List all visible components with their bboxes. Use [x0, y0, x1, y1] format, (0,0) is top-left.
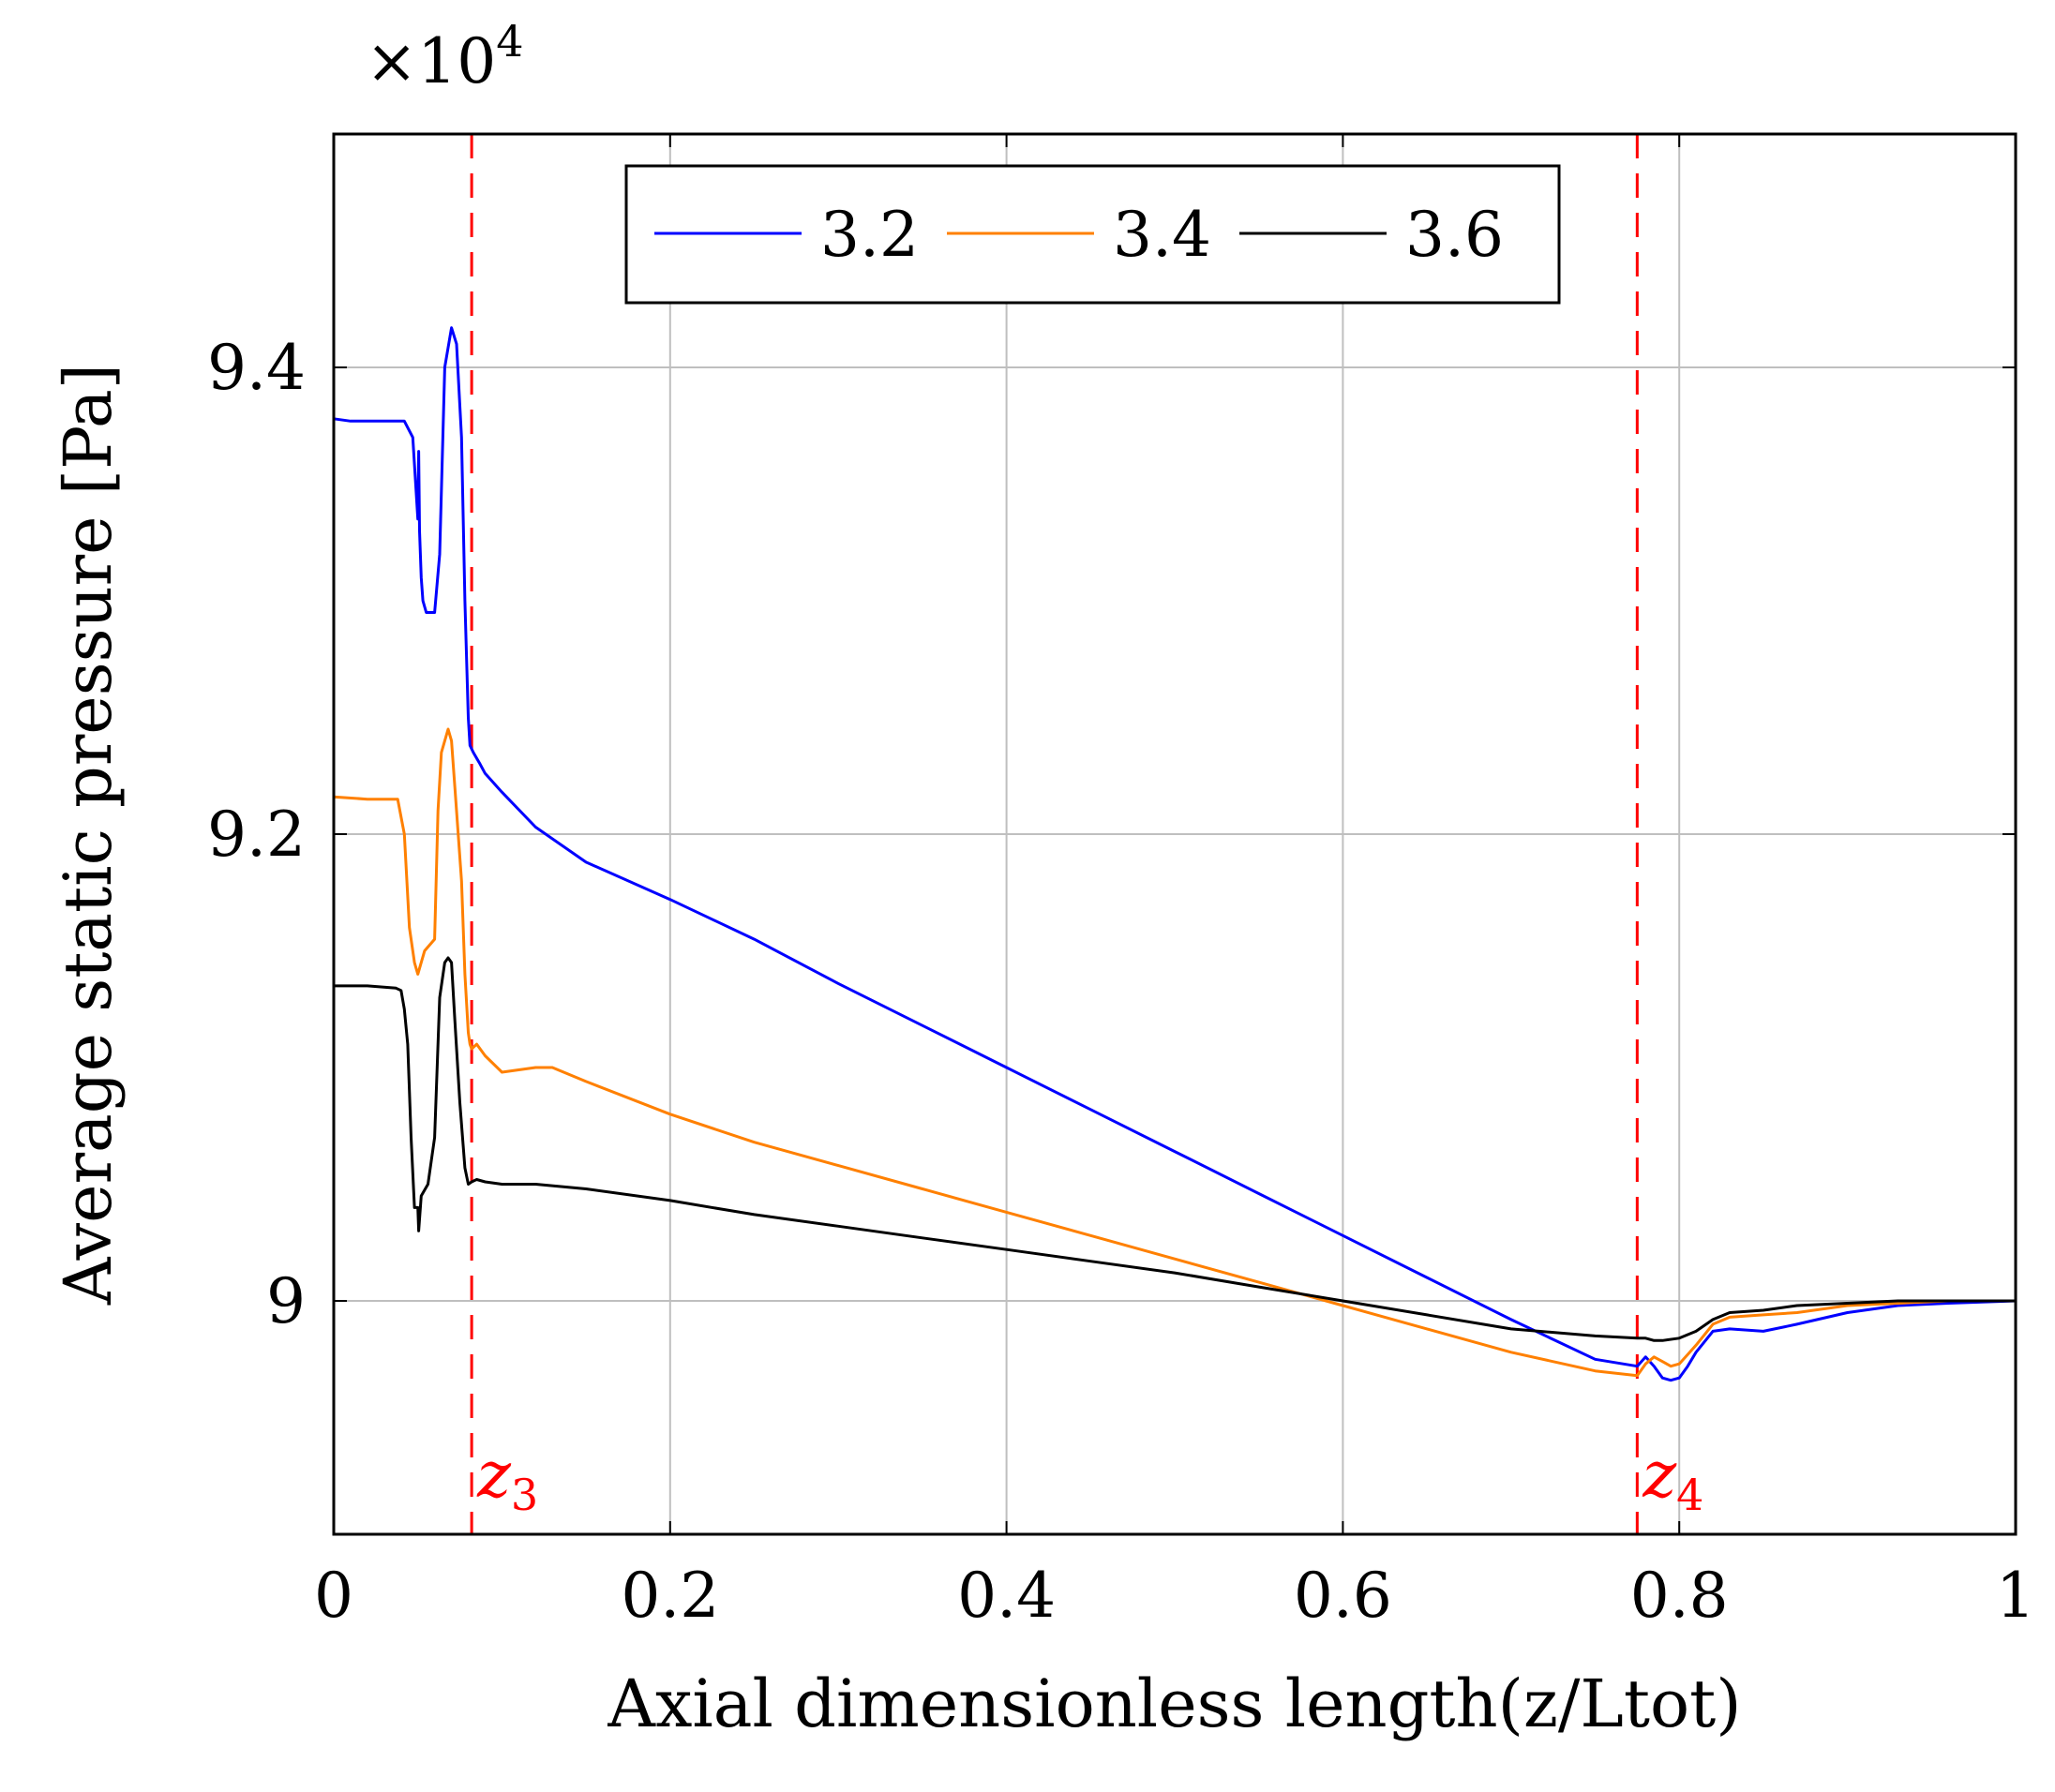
series-line-3-4 [333, 727, 2016, 1378]
series-lines [333, 326, 2017, 1382]
y-scale-factor: ×104 [366, 16, 524, 97]
legend-label-3-6: 3.6 [1405, 199, 1504, 271]
x-tick-label: 0.2 [621, 1560, 719, 1632]
marker-lines: z3 z4 [470, 134, 1703, 1534]
marker-label-3: z3 [476, 1439, 538, 1520]
y-scale-exponent: 4 [496, 16, 523, 67]
marker-label-4: z4 [1642, 1439, 1703, 1520]
grid [333, 134, 2017, 1534]
series-line-3-6 [334, 956, 2016, 1342]
legend: 3.2 3.4 3.6 [624, 164, 1561, 305]
y-tick-label: 9.2 [207, 799, 306, 871]
ticks: 0 0.2 0.4 0.6 0.8 1 9 9.2 9.4 [207, 134, 2035, 1632]
y-scale-base: ×10 [366, 25, 496, 97]
x-tick-label: 1 [1996, 1560, 2035, 1632]
x-tick-label: 0.8 [1630, 1560, 1729, 1632]
legend-label-3-4: 3.4 [1113, 199, 1211, 271]
y-tick-label: 9.4 [207, 332, 306, 404]
x-tick-label: 0.4 [957, 1560, 1056, 1632]
x-tick-label: 0.6 [1294, 1560, 1392, 1632]
y-axis-label: Average static pressure [Pa] [50, 364, 127, 1306]
legend-label-3-2: 3.2 [820, 199, 919, 271]
y-tick-label: 9 [266, 1265, 306, 1337]
x-axis-label: Axial dimensionless length(z/Ltot) [607, 1665, 1741, 1742]
x-tick-label: 0 [314, 1560, 353, 1632]
series-line-3-2 [333, 326, 2017, 1382]
